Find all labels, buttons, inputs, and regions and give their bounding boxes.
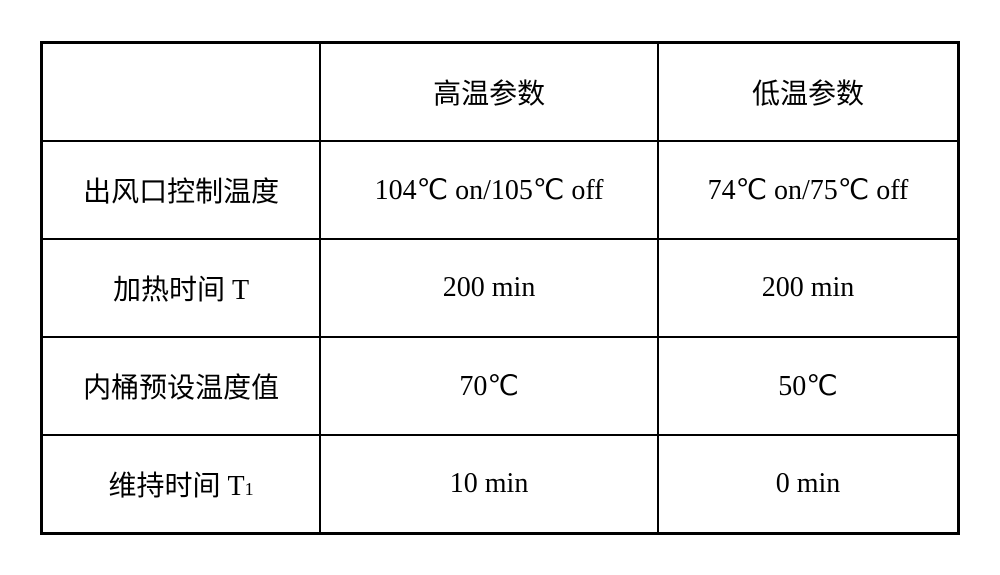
cell-maintain-high: 10 min	[321, 436, 659, 532]
table-row: 出风口控制温度 104℃ on/105℃ off 74℃ on/75℃ off	[43, 142, 957, 240]
table-row: 维持时间 T1 10 min 0 min	[43, 436, 957, 532]
table-row: 内桶预设温度值 70℃ 50℃	[43, 338, 957, 436]
row-label-maintain-time: 维持时间 T1	[43, 436, 321, 532]
cell-preset-low: 50℃	[659, 338, 957, 434]
header-cell-high-temp: 高温参数	[321, 44, 659, 140]
maintain-time-prefix: 维持时间 T	[109, 464, 245, 504]
cell-outlet-low: 74℃ on/75℃ off	[659, 142, 957, 238]
header-cell-empty	[43, 44, 321, 140]
header-cell-low-temp: 低温参数	[659, 44, 957, 140]
row-label-outlet-temp: 出风口控制温度	[43, 142, 321, 238]
table-row: 加热时间 T 200 min 200 min	[43, 240, 957, 338]
cell-heating-low: 200 min	[659, 240, 957, 336]
parameter-table: 高温参数 低温参数 出风口控制温度 104℃ on/105℃ off 74℃ o…	[40, 41, 960, 535]
row-label-heating-time: 加热时间 T	[43, 240, 321, 336]
cell-heating-high: 200 min	[321, 240, 659, 336]
maintain-time-subscript: 1	[245, 479, 254, 500]
cell-maintain-low: 0 min	[659, 436, 957, 532]
cell-outlet-high: 104℃ on/105℃ off	[321, 142, 659, 238]
table-header-row: 高温参数 低温参数	[43, 44, 957, 142]
row-label-preset-temp: 内桶预设温度值	[43, 338, 321, 434]
cell-preset-high: 70℃	[321, 338, 659, 434]
